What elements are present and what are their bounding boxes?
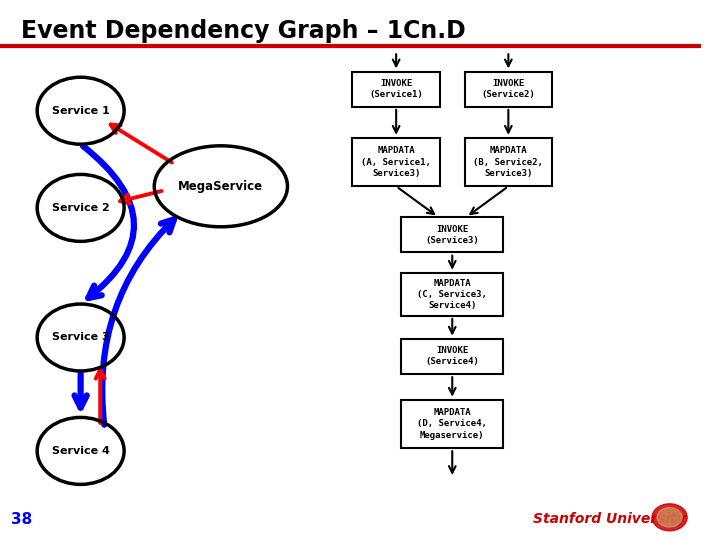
Text: Stanford University: Stanford University bbox=[533, 512, 685, 526]
Circle shape bbox=[657, 508, 683, 527]
Text: Service 3: Service 3 bbox=[52, 333, 109, 342]
Text: Service 1: Service 1 bbox=[52, 106, 109, 116]
FancyBboxPatch shape bbox=[402, 400, 503, 448]
Text: MegaService: MegaService bbox=[179, 180, 264, 193]
Text: MAPDATA
(C, Service3,
Service4): MAPDATA (C, Service3, Service4) bbox=[418, 279, 487, 310]
Circle shape bbox=[652, 504, 687, 531]
Text: MAPDATA
(D, Service4,
Megaservice): MAPDATA (D, Service4, Megaservice) bbox=[418, 408, 487, 440]
Text: 38: 38 bbox=[11, 511, 32, 526]
Text: MAPDATA
(A, Service1,
Service3): MAPDATA (A, Service1, Service3) bbox=[361, 146, 431, 178]
Text: INVOKE
(Service3): INVOKE (Service3) bbox=[426, 225, 479, 245]
Text: Service 2: Service 2 bbox=[52, 203, 109, 213]
Text: INVOKE
(Service4): INVOKE (Service4) bbox=[426, 346, 479, 367]
FancyBboxPatch shape bbox=[352, 138, 440, 186]
FancyBboxPatch shape bbox=[402, 217, 503, 252]
FancyBboxPatch shape bbox=[464, 71, 552, 106]
Text: INVOKE
(Service2): INVOKE (Service2) bbox=[482, 79, 535, 99]
Text: INVOKE
(Service1): INVOKE (Service1) bbox=[369, 79, 423, 99]
FancyBboxPatch shape bbox=[352, 71, 440, 106]
FancyBboxPatch shape bbox=[402, 273, 503, 316]
Text: Event Dependency Graph – 1Cn.D: Event Dependency Graph – 1Cn.D bbox=[21, 19, 466, 43]
FancyBboxPatch shape bbox=[464, 138, 552, 186]
Text: MAPDATA
(B, Service2,
Service3): MAPDATA (B, Service2, Service3) bbox=[474, 146, 544, 178]
FancyBboxPatch shape bbox=[402, 339, 503, 374]
Text: Service 4: Service 4 bbox=[52, 446, 109, 456]
